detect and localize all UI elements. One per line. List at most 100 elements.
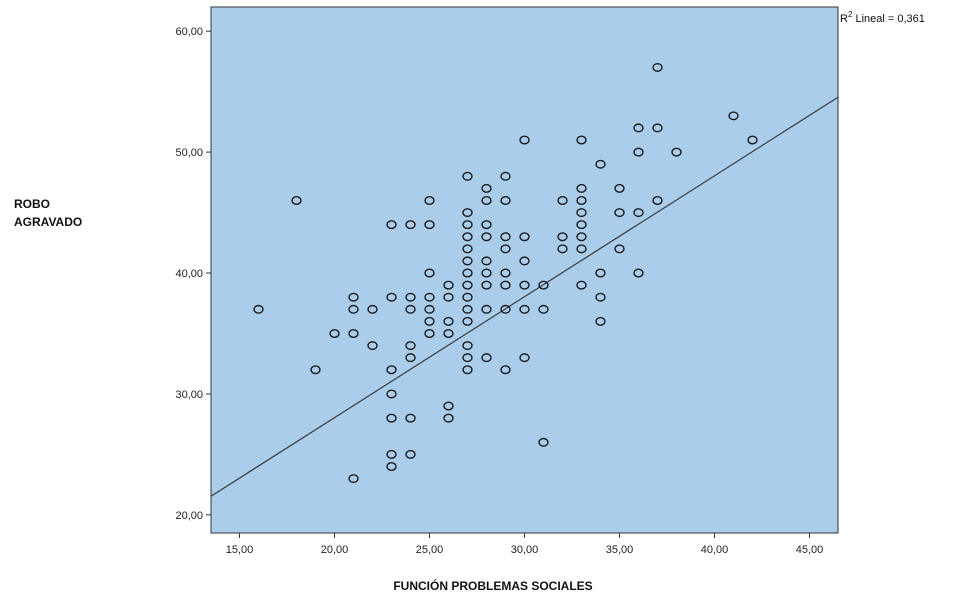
- data-point: [405, 220, 416, 230]
- data-point: [747, 135, 758, 145]
- data-point: [576, 232, 587, 242]
- data-point: [462, 171, 473, 181]
- data-point: [614, 183, 625, 193]
- data-point: [652, 62, 663, 72]
- data-point: [500, 280, 511, 290]
- y-tick-label: 50,00: [175, 147, 203, 159]
- data-point: [462, 220, 473, 230]
- y-tick-label: 30,00: [175, 389, 203, 401]
- y-tick-label: 20,00: [175, 510, 203, 522]
- data-point: [424, 316, 435, 326]
- plot-area: [210, 6, 839, 534]
- data-point: [367, 304, 378, 314]
- data-point: [557, 195, 568, 205]
- fit-line-group: [210, 96, 839, 497]
- data-point: [614, 244, 625, 254]
- data-point: [462, 256, 473, 266]
- data-point: [291, 195, 302, 205]
- data-point: [462, 365, 473, 375]
- data-point: [500, 195, 511, 205]
- data-point: [424, 292, 435, 302]
- data-point: [576, 195, 587, 205]
- data-point: [443, 328, 454, 338]
- data-point: [481, 220, 492, 230]
- data-point: [481, 268, 492, 278]
- data-point: [443, 280, 454, 290]
- data-point: [519, 280, 530, 290]
- data-point: [386, 365, 397, 375]
- data-point: [424, 220, 435, 230]
- data-point: [386, 292, 397, 302]
- data-point: [652, 195, 663, 205]
- x-axis-title: FUNCIÓN PROBLEMAS SOCIALES: [393, 578, 592, 593]
- data-point: [500, 365, 511, 375]
- data-point: [633, 147, 644, 157]
- y-axis: 20,00 30,00 40,00 50,00 60,00: [175, 26, 211, 522]
- data-point: [728, 111, 739, 121]
- data-point: [348, 292, 359, 302]
- data-point: [500, 268, 511, 278]
- r2-label: R2 Lineal = 0,361: [840, 10, 925, 25]
- x-tick-label: 30,00: [511, 544, 539, 556]
- data-point: [519, 135, 530, 145]
- data-point: [405, 304, 416, 314]
- data-point: [557, 244, 568, 254]
- data-point: [519, 256, 530, 266]
- data-point: [310, 365, 321, 375]
- x-tick-label: 40,00: [701, 544, 729, 556]
- data-point: [424, 195, 435, 205]
- data-point: [576, 244, 587, 254]
- data-point: [481, 353, 492, 363]
- x-axis: 15,00 20,00 25,00 30,00 35,00 40,00 45,00: [226, 533, 823, 556]
- data-point: [386, 449, 397, 459]
- data-point: [481, 195, 492, 205]
- data-point: [405, 353, 416, 363]
- data-point: [481, 183, 492, 193]
- data-point: [386, 413, 397, 423]
- data-point: [481, 232, 492, 242]
- data-point: [633, 268, 644, 278]
- data-point: [576, 135, 587, 145]
- data-point: [443, 413, 454, 423]
- x-tick-label: 20,00: [321, 544, 349, 556]
- data-point: [481, 280, 492, 290]
- y-axis-title-line-2: AGRAVADO: [14, 215, 82, 229]
- data-point: [595, 268, 606, 278]
- data-point: [386, 389, 397, 399]
- data-point: [348, 474, 359, 484]
- data-point: [576, 280, 587, 290]
- data-point: [405, 413, 416, 423]
- data-point: [462, 304, 473, 314]
- x-tick-label: 15,00: [226, 544, 254, 556]
- data-point: [595, 292, 606, 302]
- data-point: [500, 232, 511, 242]
- data-point: [462, 280, 473, 290]
- y-axis-title-line-1: ROBO: [14, 197, 50, 211]
- data-point: [576, 208, 587, 218]
- data-point: [633, 123, 644, 133]
- y-tick-label: 40,00: [175, 268, 203, 280]
- data-point: [557, 232, 568, 242]
- data-point: [462, 232, 473, 242]
- data-point: [595, 159, 606, 169]
- data-point: [424, 268, 435, 278]
- data-point: [500, 244, 511, 254]
- data-point: [424, 328, 435, 338]
- data-point: [481, 256, 492, 266]
- data-point: [367, 341, 378, 351]
- data-point: [519, 353, 530, 363]
- data-point: [348, 304, 359, 314]
- x-tick-label: 25,00: [416, 544, 444, 556]
- data-point: [519, 232, 530, 242]
- data-point: [424, 304, 435, 314]
- data-point: [253, 304, 264, 314]
- data-point: [443, 292, 454, 302]
- data-point: [538, 280, 549, 290]
- data-point: [462, 316, 473, 326]
- data-point: [671, 147, 682, 157]
- data-point: [462, 244, 473, 254]
- data-point: [652, 123, 663, 133]
- data-point: [443, 316, 454, 326]
- data-point: [462, 341, 473, 351]
